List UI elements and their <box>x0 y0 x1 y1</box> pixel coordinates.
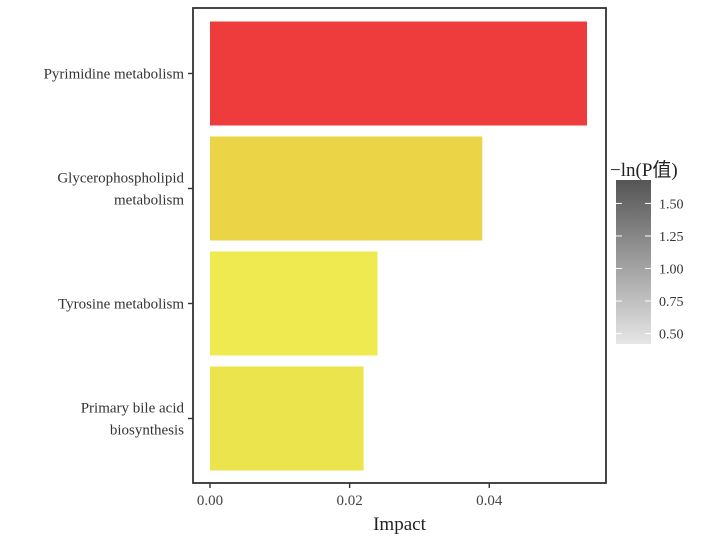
category-label-3-0: Primary bile acid <box>81 401 185 417</box>
x-axis-title: Impact <box>373 514 426 535</box>
legend-tick-label-4: 0.50 <box>659 328 684 343</box>
bar-2 <box>210 251 378 356</box>
color-legend: −ln(P值) 1.50 1.25 1.00 0.75 0.50 <box>610 159 684 344</box>
category-label-0-0: Pyrimidine metabolism <box>44 67 185 83</box>
bar-0 <box>210 21 587 126</box>
bar-1 <box>210 136 483 241</box>
category-label-1-1: metabolism <box>114 193 184 209</box>
legend-tick-label-0: 1.50 <box>659 197 684 212</box>
category-label-1-0: Glycerophospholipid <box>57 171 184 187</box>
legend-tick-label-1: 1.25 <box>659 230 684 245</box>
plot-panel-border <box>192 7 607 484</box>
category-labels: Pyrimidine metabolism Glycerophospholipid… <box>44 67 193 439</box>
x-tick-label-1: 0.02 <box>337 493 363 509</box>
x-axis: 0.00 0.02 0.04 <box>197 483 503 509</box>
legend-tick-label-3: 0.75 <box>659 295 684 310</box>
bars-group <box>210 21 587 471</box>
bar-3 <box>210 366 364 471</box>
legend-colorbar <box>616 180 651 344</box>
category-label-3-1: biosynthesis <box>110 423 184 439</box>
legend-title: −ln(P值) <box>610 159 678 181</box>
category-label-2-0: Tyrosine metabolism <box>58 297 184 313</box>
x-tick-label-0: 0.00 <box>197 493 223 509</box>
legend-tick-label-2: 1.00 <box>659 263 684 278</box>
x-tick-label-2: 0.04 <box>476 493 503 509</box>
legend-ticks: 1.50 1.25 1.00 0.75 0.50 <box>616 197 684 343</box>
